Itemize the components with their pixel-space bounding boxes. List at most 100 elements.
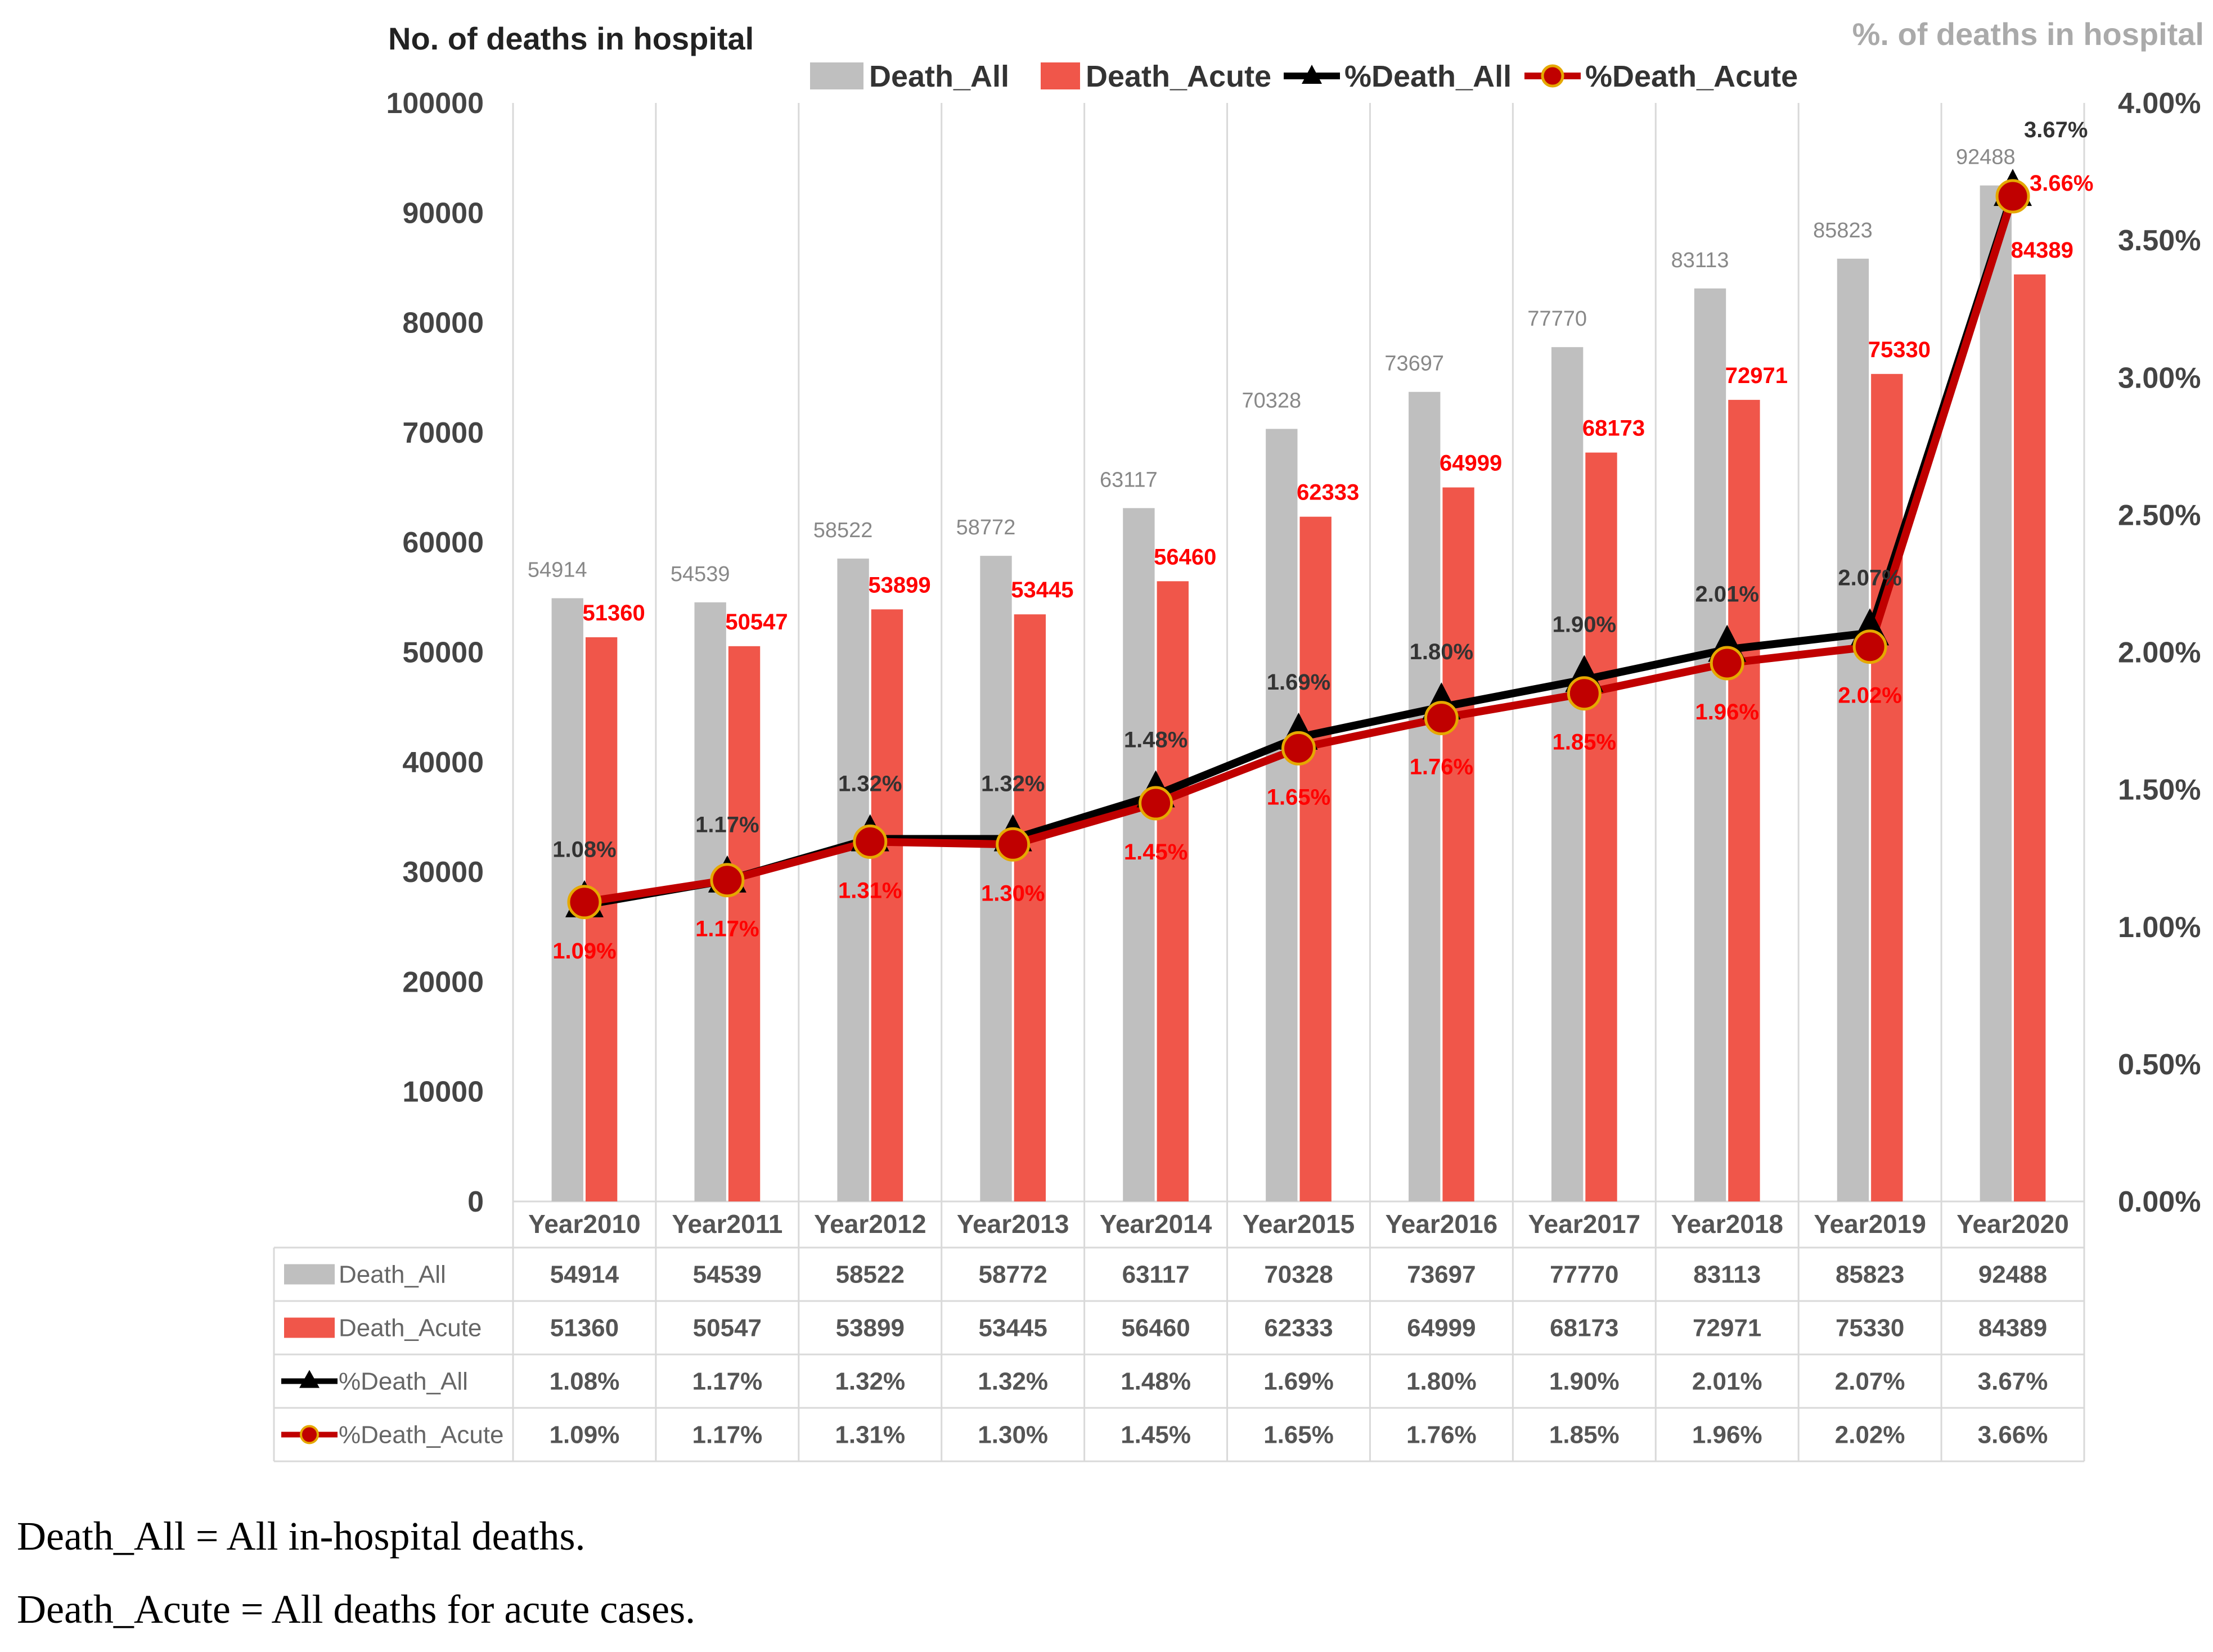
data-label-pct-death-all: 1.90%: [1553, 612, 1616, 637]
data-label-death-acute: 72971: [1725, 363, 1788, 388]
table-cell-pct-death_all: 2.01%: [1692, 1368, 1762, 1396]
data-label-pct-death-all: 3.67%: [2024, 118, 2088, 142]
table-cell-pct-death_acute: 1.45%: [1121, 1421, 1191, 1449]
data-label-pct-death-acute: 1.76%: [1410, 755, 1473, 780]
bar-death-acute: [871, 609, 903, 1201]
data-label-death-acute: 68173: [1582, 416, 1645, 441]
table-cell-death_all: 92488: [1978, 1261, 2047, 1289]
marker-pct-death-acute: [853, 824, 888, 859]
marker-pct-death-acute: [1281, 731, 1316, 766]
category-label: Year2010: [528, 1209, 641, 1239]
table-cell-death_acute: 75330: [1836, 1315, 1904, 1342]
legend-swatch-death_acute: [1041, 62, 1080, 89]
data-label-death-all: 85823: [1813, 219, 1873, 242]
data-label-death-acute: 64999: [1440, 451, 1502, 476]
data-label-death-acute: 51360: [583, 601, 645, 625]
category-label: Year2012: [814, 1209, 926, 1239]
left-tick-label: 30000: [402, 856, 484, 889]
table-cell-death_acute: 56460: [1121, 1315, 1190, 1342]
left-tick-label: 100000: [386, 87, 484, 120]
marker-pct-death-acute: [1424, 701, 1459, 736]
marker-pct-death-acute: [1852, 629, 1887, 664]
data-label-pct-death-all: 1.69%: [1267, 670, 1330, 695]
bar-death-acute: [1299, 516, 1332, 1202]
bar-death-acute: [585, 637, 618, 1201]
marker-pct-death-acute: [1995, 179, 2030, 214]
bar-death-acute: [1585, 452, 1617, 1201]
data-label-pct-death-all: 1.48%: [1124, 727, 1188, 752]
category-label: Year2018: [1671, 1209, 1783, 1239]
left-tick-label: 90000: [402, 197, 484, 229]
legend-label-pct-death_acute: %Death_Acute: [1585, 60, 1798, 93]
category-label: Year2013: [957, 1209, 1069, 1239]
table-cell-death_acute: 53445: [979, 1315, 1047, 1342]
left-tick-label: 50000: [402, 637, 484, 669]
footnote-death-acute: Death_Acute = All deaths for acute cases…: [17, 1587, 696, 1632]
data-label-death-all: 58772: [956, 516, 1016, 539]
bar-death-acute: [1728, 399, 1760, 1201]
category-label: Year2019: [1814, 1209, 1926, 1239]
table-cell-death_acute: 64999: [1407, 1315, 1476, 1342]
left-tick-label: 70000: [402, 417, 484, 449]
footnote-death-all: Death_All = All in-hospital deaths.: [17, 1514, 586, 1559]
data-label-pct-death-acute: 1.17%: [695, 917, 759, 942]
data-label-pct-death-all: 1.32%: [838, 772, 902, 796]
right-tick-label: 0.00%: [2118, 1186, 2201, 1218]
category-label: Year2014: [1100, 1209, 1212, 1239]
legend-label-death_all: Death_All: [869, 60, 1009, 93]
right-axis-title: %. of deaths in hospital: [1852, 16, 2204, 52]
right-tick-label: 3.50%: [2118, 224, 2201, 257]
data-label-pct-death-all: 1.17%: [695, 813, 759, 838]
legend-swatch-death_all: [810, 62, 863, 89]
legend-label-pct-death_all: %Death_All: [1344, 60, 1512, 93]
table-cell-pct-death_acute: 3.66%: [1978, 1421, 2048, 1449]
table-cell-pct-death_all: 1.08%: [550, 1368, 620, 1396]
data-label-pct-death-acute: 1.65%: [1267, 785, 1330, 809]
data-label-pct-death-acute: 1.09%: [552, 939, 616, 964]
data-label-death-all: 70328: [1242, 389, 1301, 412]
right-tick-label: 2.00%: [2118, 637, 2201, 669]
table-cell-death_acute: 50547: [693, 1315, 762, 1342]
table-cell-death_acute: 62333: [1264, 1315, 1333, 1342]
table-cell-pct-death_all: 2.07%: [1835, 1368, 1905, 1396]
table-cell-death_all: 73697: [1407, 1261, 1476, 1289]
bar-death-all: [1123, 508, 1155, 1202]
data-label-death-all: 54914: [528, 559, 587, 582]
data-label-death-acute: 56460: [1154, 544, 1216, 569]
right-tick-label: 3.00%: [2118, 362, 2201, 394]
data-label-death-acute: 50547: [725, 610, 788, 634]
table-cell-pct-death_all: 1.80%: [1406, 1368, 1477, 1396]
bar-death-all: [694, 602, 726, 1201]
table-cell-death_acute: 53899: [836, 1315, 905, 1342]
marker-pct-death-acute: [710, 863, 745, 898]
bar-death-acute: [1014, 614, 1046, 1201]
data-label-death-all: 73697: [1384, 352, 1444, 376]
left-tick-label: 40000: [402, 746, 484, 779]
left-tick-label: 20000: [402, 966, 484, 998]
legend-circle-marker: [1541, 64, 1564, 88]
table-cell-death_acute: 84389: [1978, 1315, 2047, 1342]
category-label: Year2020: [1956, 1209, 2069, 1239]
data-label-death-acute: 53899: [868, 573, 930, 597]
left-tick-label: 60000: [402, 526, 484, 559]
table-cell-death_all: 77770: [1550, 1261, 1618, 1289]
data-label-death-all: 77770: [1527, 307, 1587, 331]
table-cell-death_all: 54539: [693, 1261, 762, 1289]
bar-death-all: [1837, 258, 1869, 1201]
table-key-circle: [300, 1425, 319, 1444]
table-cell-death_all: 58522: [836, 1261, 905, 1289]
table-cell-pct-death_all: 1.69%: [1263, 1368, 1334, 1396]
data-label-death-all: 92488: [1956, 146, 2016, 169]
bar-death-all: [1266, 429, 1298, 1201]
table-cell-death_all: 85823: [1836, 1261, 1904, 1289]
data-label-pct-death-all: 1.32%: [981, 772, 1045, 796]
data-label-pct-death-all: 2.01%: [1695, 582, 1759, 607]
marker-pct-death-acute: [1710, 646, 1744, 681]
right-tick-label: 2.50%: [2118, 499, 2201, 532]
data-label-death-acute: 75330: [1868, 337, 1931, 362]
data-label-pct-death-acute: 1.96%: [1695, 700, 1759, 724]
table-row-label-death_acute: Death_Acute: [339, 1315, 482, 1342]
table-row-label-pct-death_all: %Death_All: [339, 1368, 468, 1396]
right-tick-label: 4.00%: [2118, 87, 2201, 120]
data-label-death-acute: 84389: [2011, 238, 2073, 263]
